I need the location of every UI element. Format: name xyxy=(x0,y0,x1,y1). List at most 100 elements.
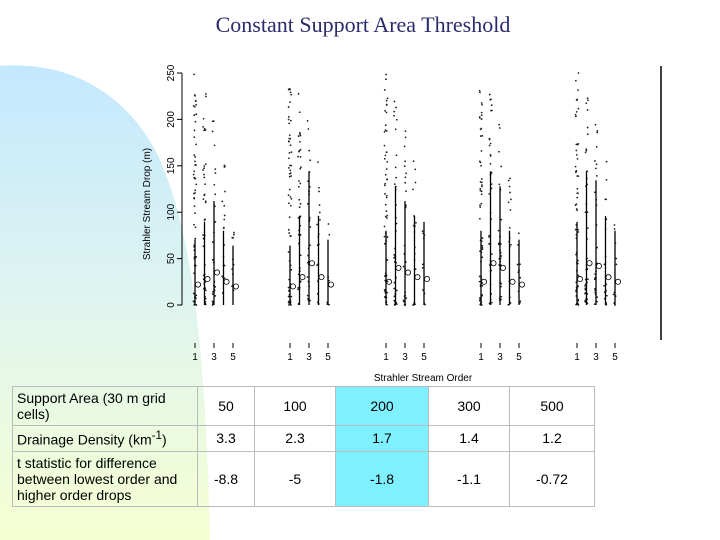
data-point xyxy=(596,131,599,134)
data-point xyxy=(298,111,301,114)
data-point xyxy=(404,136,407,139)
data-point xyxy=(386,291,389,294)
x-tick-label: 3 xyxy=(497,352,503,363)
data-point xyxy=(288,175,291,178)
data-point xyxy=(289,164,291,167)
y-tick-label: 150 xyxy=(166,157,177,174)
data-point xyxy=(386,259,389,261)
data-point xyxy=(288,188,291,191)
data-point xyxy=(297,286,300,289)
data-point xyxy=(214,221,217,223)
scatter-panel: 1 3 5 xyxy=(478,89,526,363)
scatter-panel: 1 3 5 xyxy=(287,88,334,363)
data-point xyxy=(488,144,491,147)
median-point xyxy=(232,283,239,290)
data-point xyxy=(288,134,291,137)
data-point xyxy=(318,190,320,193)
data-point xyxy=(299,234,302,236)
median-point xyxy=(586,260,593,267)
x-tick-label: 3 xyxy=(593,352,599,363)
data-point xyxy=(405,172,407,175)
x-tick-label: 5 xyxy=(516,352,522,363)
data-point xyxy=(481,256,484,259)
data-point xyxy=(585,148,588,150)
table-cell: 2.3 xyxy=(254,425,336,452)
median-point xyxy=(519,281,526,288)
data-point xyxy=(585,149,588,152)
data-point xyxy=(385,78,387,81)
data-point xyxy=(328,233,331,236)
data-point xyxy=(584,151,587,154)
data-point xyxy=(605,160,608,163)
data-point xyxy=(510,198,512,201)
data-point xyxy=(290,93,293,96)
data-point xyxy=(288,232,291,234)
median-point xyxy=(213,269,220,276)
data-point xyxy=(287,295,290,298)
data-point xyxy=(299,140,301,143)
data-point xyxy=(507,201,510,204)
data-point xyxy=(193,73,196,76)
data-point xyxy=(498,127,501,129)
data-point xyxy=(306,294,309,297)
median-point xyxy=(395,264,402,271)
data-point xyxy=(309,244,312,247)
data-point xyxy=(193,205,196,208)
data-point xyxy=(287,194,290,197)
table-cell: -5 xyxy=(254,450,336,507)
median-point xyxy=(596,263,603,270)
data-point xyxy=(613,228,616,230)
data-point xyxy=(489,162,492,165)
data-point xyxy=(481,237,484,239)
data-point xyxy=(204,201,207,204)
data-point xyxy=(480,114,483,117)
data-point xyxy=(404,181,407,184)
data-point xyxy=(204,297,207,300)
data-point xyxy=(575,110,578,113)
x-tick-label: 5 xyxy=(421,352,427,363)
x-tick-label: 3 xyxy=(306,352,312,363)
data-point xyxy=(223,218,226,221)
data-point xyxy=(383,130,386,133)
data-point xyxy=(393,254,396,256)
row-label: Support Area (30 m grid cells) xyxy=(12,386,198,426)
data-point xyxy=(214,294,217,297)
data-point xyxy=(299,134,302,137)
data-point xyxy=(395,118,398,121)
data-point xyxy=(306,276,309,278)
data-point xyxy=(403,145,406,148)
table-cell: 1.2 xyxy=(509,425,595,452)
data-point xyxy=(576,98,579,101)
scatter-panel: 1 3 5 xyxy=(383,73,430,363)
median-point xyxy=(308,260,315,267)
data-point xyxy=(193,170,196,173)
data-point xyxy=(393,183,396,186)
table-cell: 500 xyxy=(509,386,595,426)
data-point xyxy=(478,116,481,119)
data-point xyxy=(576,192,579,195)
data-point xyxy=(479,135,482,137)
table-cell-highlighted: 200 xyxy=(335,386,429,426)
data-point xyxy=(211,258,214,261)
data-point xyxy=(508,185,511,188)
data-point xyxy=(192,173,195,176)
data-point xyxy=(316,264,318,267)
data-point xyxy=(384,182,387,185)
data-point xyxy=(509,209,512,211)
data-point xyxy=(299,156,302,158)
data-point xyxy=(384,129,387,132)
data-point xyxy=(586,97,589,100)
data-point xyxy=(287,157,290,160)
data-point xyxy=(395,106,397,109)
data-point xyxy=(194,237,197,240)
data-point xyxy=(205,289,207,292)
data-point xyxy=(393,299,396,302)
data-point xyxy=(393,110,396,113)
data-point xyxy=(287,106,290,108)
data-point xyxy=(402,299,405,302)
data-point xyxy=(480,164,482,167)
data-point xyxy=(384,215,387,218)
data-point xyxy=(575,149,578,152)
data-point xyxy=(317,161,319,164)
data-point xyxy=(290,197,293,200)
